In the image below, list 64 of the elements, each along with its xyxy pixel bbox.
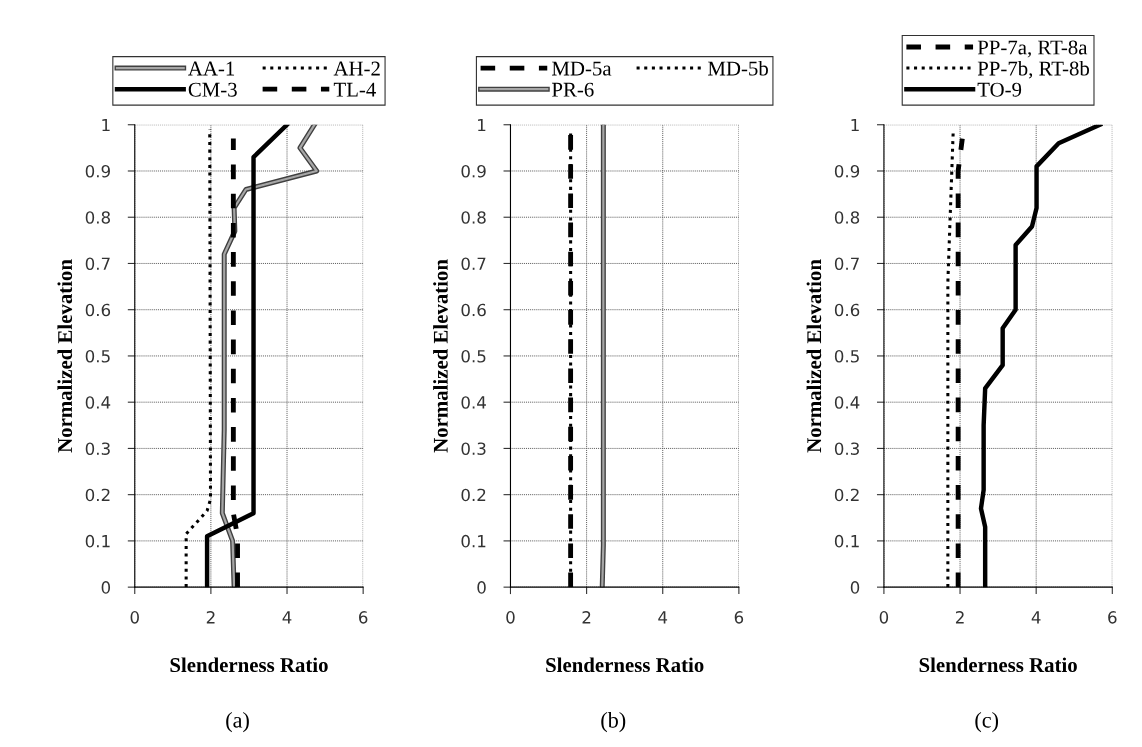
x-tick-label: 2 [582,611,591,624]
x-axis-title: Slenderness Ratio [170,657,328,673]
x-tick-label: 4 [1031,611,1041,624]
y-tick-label: 0.4 [834,396,860,409]
x-tick-label: 0 [506,611,515,624]
x-tick-label: 0 [130,611,139,624]
y-tick-label: 0.8 [85,211,110,224]
legend-label: AH-2 [333,61,380,76]
y-tick-label: 0 [477,581,486,594]
y-tick-label: 0.7 [834,257,859,271]
y-tick-label: 0.7 [461,257,486,271]
legend-label: PP-7b, RT-8b [977,60,1090,79]
x-tick-label: 6 [1108,611,1117,624]
x-tick-label: 4 [282,611,292,624]
y-tick-label: 0.2 [834,488,859,502]
x-axis-title: Slenderness Ratio [919,657,1077,673]
text: (a) [226,711,249,733]
y-axis-title: Normalized Elevation [806,259,822,453]
y-tick-label: 0.6 [461,303,486,317]
y-tick-label: 0.9 [834,164,860,178]
y-tick-label: 0.7 [85,257,110,271]
y-tick-label: 0.1 [85,534,110,548]
text: (c) [975,711,999,733]
text: (b) [601,711,626,733]
y-tick-label: 0.6 [85,303,111,317]
y-tick-label: 0.3 [85,442,110,455]
y-tick-label: 0.6 [834,303,860,317]
legend-label: PP-7a, RT-8a [977,40,1088,58]
y-axis-title: Normalized Elevation [57,259,73,453]
y-tick-label: 0.3 [461,442,486,455]
x-tick-label: 2 [206,611,215,624]
y-tick-label: 0.5 [461,349,486,363]
y-tick-label: 1 [478,118,486,132]
y-tick-label: 1 [102,118,110,132]
y-tick-label: 0.2 [85,488,110,502]
x-tick-label: 0 [879,611,889,624]
x-axis-title: Slenderness Ratio [546,657,704,673]
y-tick-label: 0.9 [85,164,110,178]
y-tick-label: 0.4 [461,396,486,409]
legend-label: MD-5b [708,60,768,76]
legend-label: TL-4 [333,82,376,97]
y-tick-label: 0.4 [85,396,111,409]
legend-label: TO-9 [977,82,1022,97]
y-tick-label: 0.5 [834,349,859,363]
y-tick-label: 0 [850,581,860,594]
legend-label: AA-1 [188,61,235,76]
y-tick-label: 0 [101,581,111,594]
y-tick-label: 0.2 [461,488,486,502]
y-tick-label: 0.1 [834,534,859,548]
y-tick-label: 0.8 [834,211,860,224]
legend-label: PR-6 [552,82,594,97]
x-tick-label: 6 [359,611,368,624]
x-tick-label: 4 [658,611,668,624]
y-axis-title: Normalized Elevation [433,259,448,453]
legend-label: CM-3 [188,82,237,97]
x-tick-label: 2 [955,611,964,624]
y-tick-label: 0.5 [85,349,110,363]
y-tick-label: 0.9 [461,164,486,178]
legend-label: MD-5a [552,61,612,76]
x-tick-label: 6 [734,611,744,624]
y-tick-label: 0.3 [834,442,859,455]
y-tick-label: 0.1 [461,534,486,548]
y-tick-label: 1 [851,118,859,132]
y-tick-label: 0.8 [461,211,486,224]
